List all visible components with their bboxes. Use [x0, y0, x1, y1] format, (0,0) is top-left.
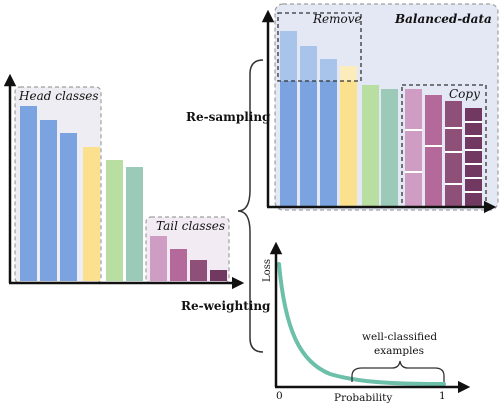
bar-mid-teal [126, 167, 143, 281]
bar-mid-green [106, 160, 123, 281]
removed-bar-2 [300, 46, 317, 81]
copied-bar-1 [405, 89, 422, 206]
bar-tail-1 [150, 236, 167, 281]
remove-label: Remove [313, 12, 362, 26]
well-classified-label: well-classified [362, 331, 438, 343]
tail-classes-label: Tail classes [156, 219, 226, 233]
bar-tail-3 [190, 260, 207, 281]
examples-label: examples [374, 345, 425, 357]
copy-label: Copy [449, 87, 480, 101]
loss-curve [277, 262, 446, 386]
balanced-bar-4 [340, 81, 357, 206]
balanced-bar-5 [362, 85, 379, 206]
head-classes-label: Head classes [19, 89, 99, 103]
balanced-bar-1 [280, 81, 297, 206]
bar-head-1 [20, 106, 37, 281]
re-sampling-label: Re-sampling [186, 110, 271, 124]
tick-one-label: 1 [439, 390, 446, 402]
balanced-data-label: Balanced-data [395, 12, 492, 26]
probability-axis-label: Probability [334, 392, 393, 404]
re-weighting-label: Re-weighting [181, 299, 271, 313]
balanced-bar-2 [300, 81, 317, 206]
copied-bar-3 [445, 101, 462, 206]
removed-bar-3 [320, 59, 337, 81]
balanced-bar-6 [381, 89, 398, 206]
bar-head-3 [60, 133, 77, 281]
bar-head-2 [40, 120, 57, 281]
balanced-bar-3 [320, 81, 337, 206]
copy-dividers [405, 121, 482, 193]
removed-bar-1 [280, 31, 297, 81]
loss-axis-label: Loss [261, 259, 273, 282]
bar-mid-yellow [83, 147, 100, 281]
copied-bar-4 [465, 108, 482, 206]
remove-box [277, 12, 362, 82]
bar-tail-2 [170, 249, 187, 281]
brace [237, 59, 264, 353]
copied-bar-2 [425, 95, 442, 206]
removed-bar-4 [340, 66, 357, 81]
bar-tail-4 [210, 270, 227, 281]
well-classified-brace [351, 360, 445, 382]
tick-zero-label: 0 [276, 390, 283, 402]
